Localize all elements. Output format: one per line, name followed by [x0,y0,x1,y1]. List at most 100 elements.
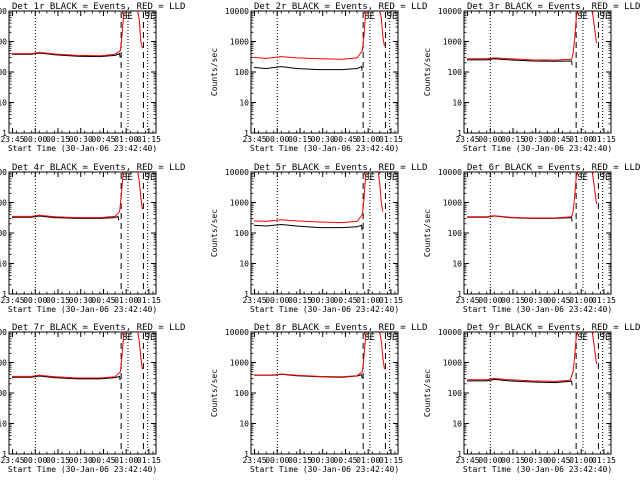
x-axis-label: Start Time (30-Jan-06 23:42:40) [463,305,612,314]
marker-label: SE [599,333,610,343]
panel-det-7r: Det 7r BLACK = Events, RED = LLD 1 10 100 10… [0,323,185,474]
x-tick-label: 00:45 [546,135,570,144]
x-tick-label: 00:30 [69,135,93,144]
plot-frame [463,171,612,295]
series-lld-line [254,331,367,378]
y-tick-label: 10 [0,99,7,108]
y-tick-label: 10 [452,260,462,269]
series-lld-tail-line [137,171,143,210]
panel-title: Det 6r BLACK = Events, RED = LLD [467,163,640,173]
panel-title: Det 1r BLACK = Events, RED = LLD [12,2,185,12]
y-tick-label: 100 [235,68,250,77]
x-axis-label: Start Time (30-Jan-06 23:42:40) [250,305,399,314]
series-lld-line [467,171,578,219]
y-axis-label: Counts/sec [210,209,219,257]
x-tick-label: 00:30 [524,456,548,465]
y-tick-label: 100 [0,389,7,398]
series-lld-line [253,171,367,224]
plot-frame [8,331,157,455]
x-tick-label: 00:45 [333,456,357,465]
plot-frame [250,171,399,295]
x-tick-label: 00:00 [265,296,289,305]
x-tick-label: 00:00 [478,135,502,144]
x-tick-label: 00:45 [91,456,115,465]
x-axis-label: Start Time (30-Jan-06 23:42:40) [8,144,157,153]
y-tick-label: 10000 [0,7,7,16]
y-tick-label: 1000 [443,199,462,208]
series-lld-tail-line [591,331,598,364]
x-tick-label: 23:45 [242,135,266,144]
x-tick-label: 00:00 [478,456,502,465]
panel-det-3r: Det 3r BLACK = Events, RED = LLD 1 10 100 10… [423,2,640,153]
y-tick-label: 100 [235,389,250,398]
x-tick-label: 00:45 [333,135,357,144]
y-tick-label: 1000 [230,199,249,208]
y-tick-label: 100 [0,68,7,77]
panel-det-2r: Det 2r BLACK = Events, RED = LLD 1 10 100 10… [210,2,427,153]
x-tick-label: 00:15 [46,296,70,305]
x-tick-label: 00:30 [69,456,93,465]
x-tick-label: 23:45 [0,135,24,144]
y-tick-label: 1000 [0,359,7,368]
series-lld-line [12,171,124,219]
y-tick-label: 10 [452,420,462,429]
y-tick-label: 1 [2,129,7,138]
y-tick-label: 1 [457,129,462,138]
x-tick-label: 00:45 [333,296,357,305]
x-tick-label: 00:30 [524,135,548,144]
y-tick-label: 100 [448,229,463,238]
panel-det-4r: Det 4r BLACK = Events, RED = LLD 1 10 100 10… [0,163,185,314]
y-tick-label: 10000 [438,7,462,16]
y-tick-label: 1 [244,129,249,138]
x-tick-label: 01:00 [114,135,138,144]
series-lld-line [12,10,125,57]
panel-det-1r: Det 1r BLACK = Events, RED = LLD 1 10 100 10… [0,2,185,153]
x-tick-label: 01:00 [356,296,380,305]
x-tick-label: 01:15 [379,296,403,305]
y-tick-label: 10000 [0,328,7,337]
plot-frame [463,10,612,134]
series-lld-tail-line [379,331,385,370]
y-tick-label: 10000 [225,168,249,177]
y-tick-label: 100 [0,229,7,238]
marker-label: SE [364,12,375,22]
panel-det-6r: Det 6r BLACK = Events, RED = LLD 1 10 100 10… [423,163,640,314]
y-tick-label: 1000 [230,38,249,47]
y-axis: 1 10 100 1000 10000 [438,7,611,138]
y-tick-label: 1000 [443,38,462,47]
y-axis: 1 10 100 1000 10000 [225,328,398,459]
panel-title: Det 4r BLACK = Events, RED = LLD [12,163,185,173]
series-lld-tail-line [379,10,385,47]
series-events-line [12,52,121,58]
y-axis-label: Counts/sec [423,369,432,417]
x-tick-label: 00:45 [91,135,115,144]
series-lld-line [467,331,578,382]
x-tick-label: 00:45 [91,296,115,305]
y-tick-label: 1000 [443,359,462,368]
panel-title: Det 9r BLACK = Events, RED = LLD [467,323,640,333]
x-tick-label: 23:45 [242,456,266,465]
x-tick-label: 00:00 [265,456,289,465]
y-tick-label: 1 [2,450,7,459]
x-tick-label: 00:30 [311,456,335,465]
series-lld-tail-line [137,10,143,49]
x-tick-label: 01:15 [592,296,616,305]
x-tick-label: 00:30 [311,296,335,305]
x-tick-label: 00:15 [288,135,312,144]
y-tick-label: 1000 [0,199,7,208]
plot-frame [250,331,399,455]
x-axis-label: Start Time (30-Jan-06 23:42:40) [463,144,612,153]
y-tick-label: 10000 [225,328,249,337]
y-tick-label: 10000 [438,328,462,337]
y-tick-label: 10 [239,420,249,429]
series-lld-tail-line [591,171,598,204]
x-tick-label: 01:15 [592,456,616,465]
y-axis: 1 10 100 1000 10000 [438,328,611,459]
x-tick-label: 01:15 [379,135,403,144]
